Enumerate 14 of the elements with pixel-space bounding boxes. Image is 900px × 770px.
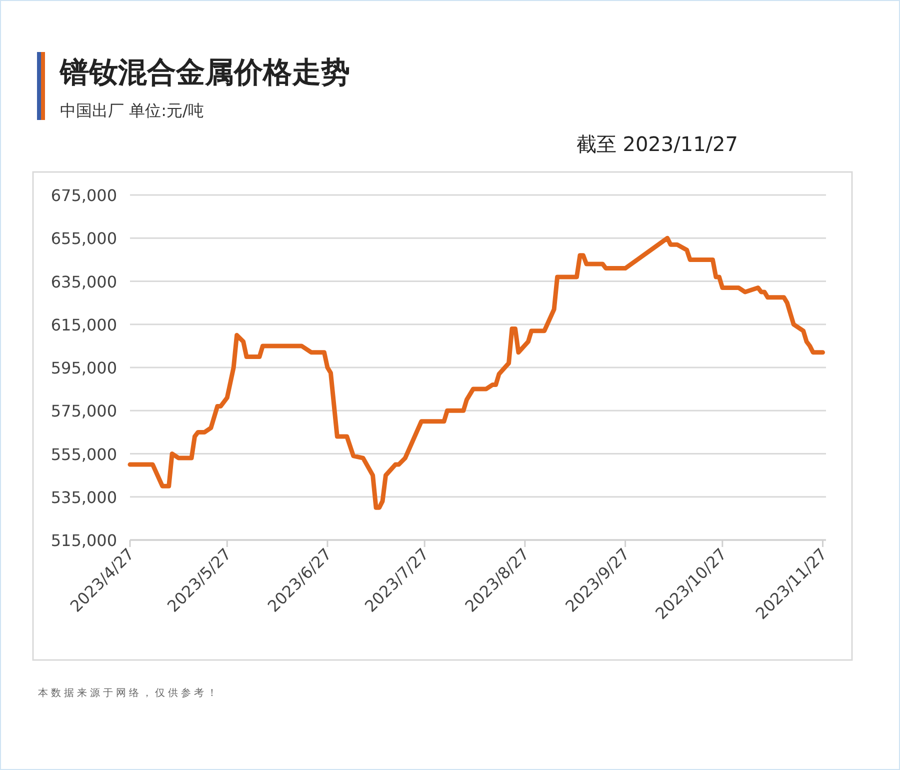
y-tick-label: 595,000 <box>50 358 117 378</box>
y-tick-label: 635,000 <box>50 272 117 292</box>
y-tick-label: 535,000 <box>50 488 117 507</box>
line-series <box>128 236 826 510</box>
text: 本数据来源于网络，仅供参考！ <box>38 687 220 699</box>
y-tick-label: 515,000 <box>50 531 117 550</box>
y-tick-label: 575,000 <box>50 402 117 421</box>
y-tick-label: 615,000 <box>50 315 117 334</box>
text: 截至 2023/11/27 <box>576 132 738 156</box>
y-tick-label: 675,000 <box>50 186 117 205</box>
chart-title: 镨钕混合金属价格走势 <box>59 55 350 89</box>
y-tick-label: 555,000 <box>50 444 117 464</box>
y-tick-label: 655,000 <box>50 229 117 248</box>
chart-subtitle: 中国出厂 单位:元/吨 <box>60 101 204 120</box>
